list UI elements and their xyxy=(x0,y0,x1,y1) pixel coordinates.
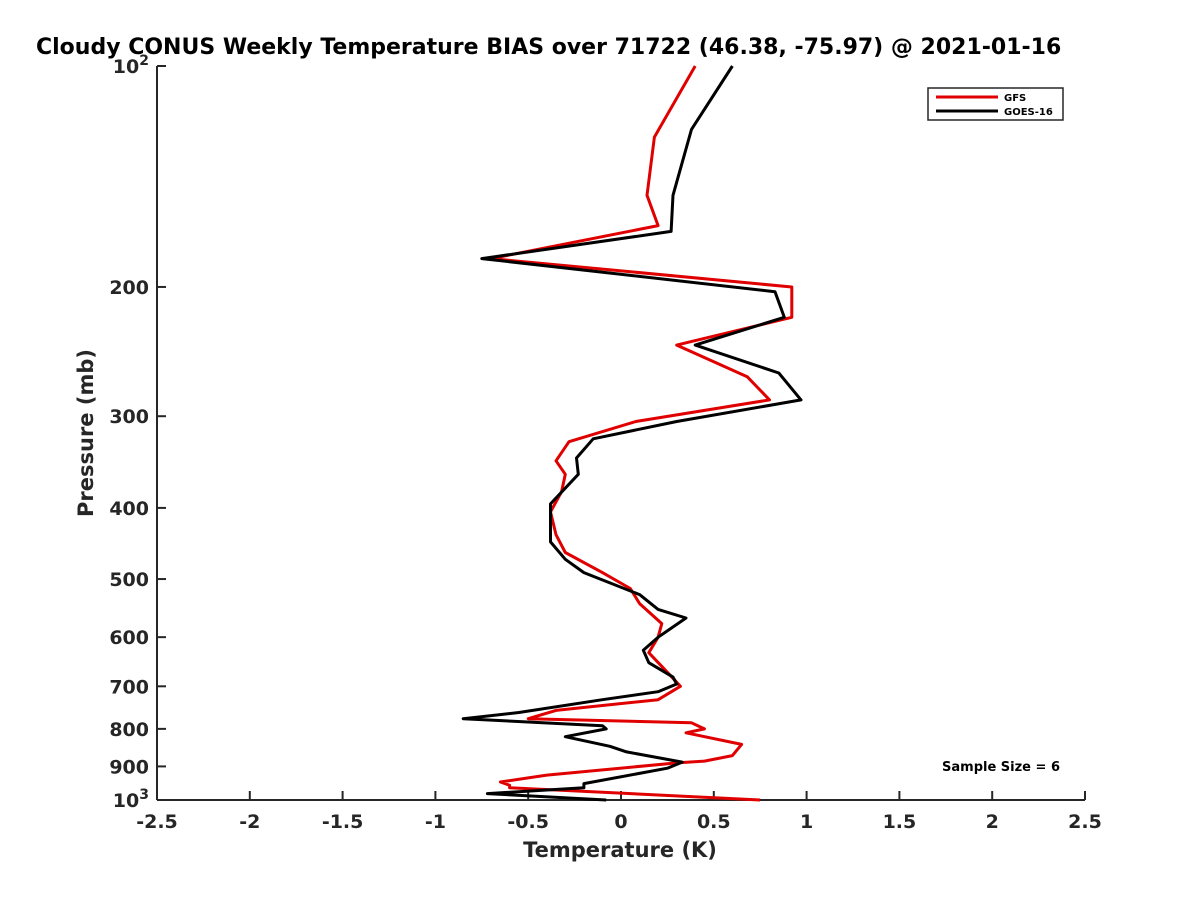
y-tick-label: 200 xyxy=(109,277,149,299)
y-tick-label: 102 xyxy=(113,53,149,78)
legend-box xyxy=(927,87,1064,121)
x-tick-label: -0.5 xyxy=(507,811,549,833)
x-tick-label: 1.5 xyxy=(883,811,917,833)
sample-size-annotation: Sample Size = 6 xyxy=(942,760,1060,775)
legend-entry: GOES-16 xyxy=(1004,107,1053,118)
y-tick-label: 600 xyxy=(109,627,149,649)
x-tick-label: 1 xyxy=(800,811,813,833)
y-tick-label: 400 xyxy=(109,498,149,520)
y-axis-label: Pressure (mb) xyxy=(74,349,98,517)
x-axis-label: Temperature (K) xyxy=(523,838,717,862)
series-line-goes-16 xyxy=(461,65,803,802)
x-tick-label: 0.5 xyxy=(697,811,731,833)
chart-title: Cloudy CONUS Weekly Temperature BIAS ove… xyxy=(36,35,1061,60)
x-tick-label: -2.5 xyxy=(136,811,178,833)
y-tick-label: 300 xyxy=(109,406,149,428)
x-tick-label: 2.5 xyxy=(1068,811,1102,833)
x-tick-label: -1 xyxy=(425,811,446,833)
x-tick-label: -2 xyxy=(239,811,260,833)
x-tick-label: -1.5 xyxy=(322,811,364,833)
y-tick-label: 500 xyxy=(109,569,149,591)
series-line-gfs xyxy=(489,65,794,802)
y-tick-label: 800 xyxy=(109,719,149,741)
legend-entry: GFS xyxy=(1004,93,1026,104)
y-tick-label: 103 xyxy=(113,787,149,812)
y-tick-label: 900 xyxy=(109,756,149,778)
legend: GFS GOES-16 xyxy=(927,87,1064,121)
y-tick-label: 700 xyxy=(109,676,149,698)
x-tick-label: 0 xyxy=(614,811,627,833)
x-tick-label: 2 xyxy=(986,811,999,833)
